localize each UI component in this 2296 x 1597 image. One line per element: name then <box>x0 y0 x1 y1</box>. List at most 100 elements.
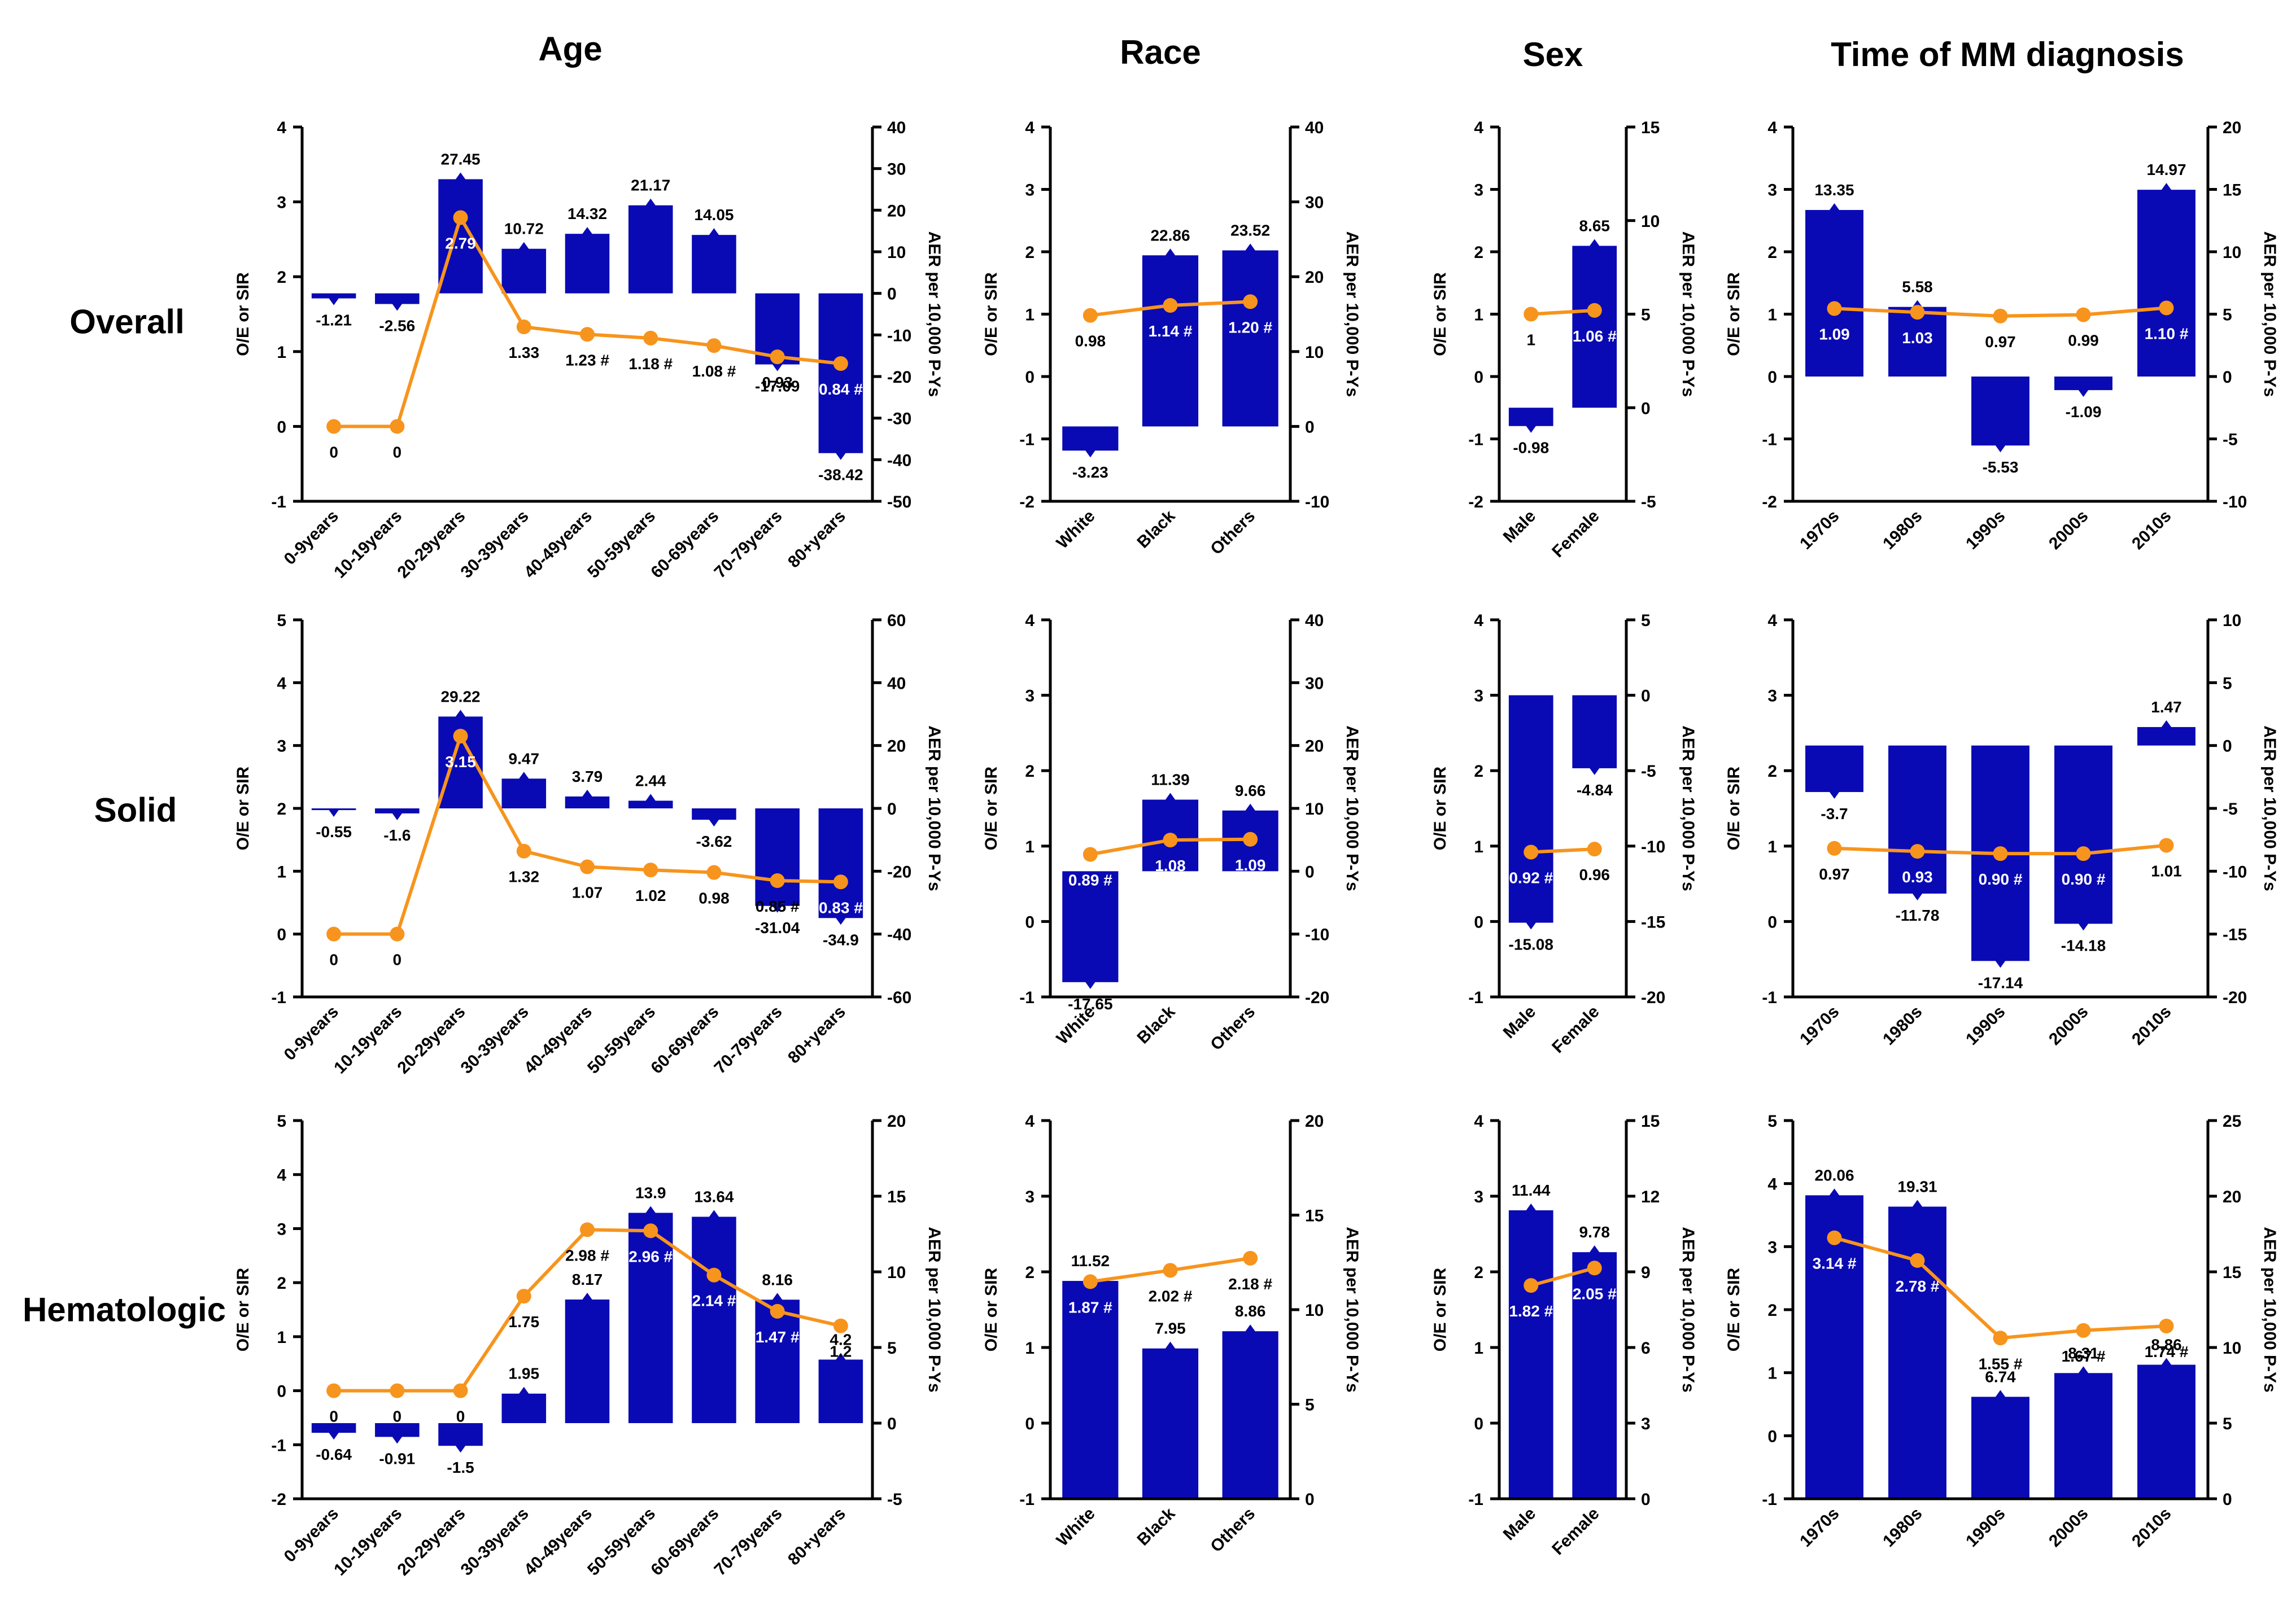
sir-value-label: 0 <box>393 1408 402 1425</box>
sir-value-label: 1.03 <box>1902 329 1933 347</box>
category-label: Others <box>1207 507 1259 559</box>
sir-point-Male <box>1524 307 1539 322</box>
bar-value-label: 8.31 <box>2068 1344 2099 1362</box>
bar-50-59years <box>628 800 673 808</box>
left-tick-label: 3 <box>1025 181 1034 200</box>
bar-error-cap <box>328 1432 340 1440</box>
bar-value-label: 19.31 <box>1897 1178 1937 1195</box>
bar-error-cap <box>1084 981 1096 989</box>
bar-error-cap <box>835 1353 846 1361</box>
right-tick-label: -20 <box>2223 988 2247 1007</box>
left-tick-label: 4 <box>1474 1112 1483 1131</box>
bar-10-19years <box>375 808 420 813</box>
left-tick-label: -2 <box>1762 493 1777 511</box>
bar-error-cap <box>582 1293 593 1301</box>
left-tick-label: -1 <box>1762 988 1777 1007</box>
bar-error-cap <box>1525 425 1537 433</box>
left-tick-label: -1 <box>1762 1490 1777 1509</box>
bar-10-19years <box>375 1423 420 1437</box>
y2-axis-title: AER per 10,000 P-Ys <box>2260 231 2279 397</box>
bar-value-label: 14.97 <box>2146 161 2186 178</box>
sir-value-label: 0.93 <box>762 374 793 391</box>
sir-point-1980s <box>1910 1253 1925 1268</box>
bar-1970s <box>1805 1195 1863 1499</box>
bar-error-cap <box>455 710 466 718</box>
left-tick-label: 4 <box>1025 1112 1034 1131</box>
bar-value-label: -31.04 <box>755 919 800 937</box>
sir-point-White <box>1082 308 1098 323</box>
left-tick-label: 1 <box>1474 838 1483 856</box>
bar-50-59years <box>628 205 673 294</box>
category-label: 80+years <box>784 1504 849 1569</box>
right-tick-label: 0 <box>1641 399 1651 418</box>
sir-value-label: 0.90 # <box>2062 870 2106 888</box>
bar-value-label: -0.98 <box>1513 439 1549 457</box>
left-tick-label: 4 <box>1767 119 1777 137</box>
sir-value-label: 1.2 <box>830 1343 852 1360</box>
left-tick-label: 4 <box>1474 611 1483 630</box>
sir-value-label: 0 <box>329 443 338 461</box>
bar-value-label: -15.08 <box>1509 936 1553 953</box>
right-tick-label: 0 <box>887 800 897 819</box>
bar-error-cap <box>1164 248 1176 257</box>
left-tick-label: -2 <box>1019 493 1034 511</box>
sir-value-label: 1.06 # <box>1573 327 1617 345</box>
bar-value-label: 1.95 <box>509 1365 540 1382</box>
left-tick-label: 4 <box>277 119 286 137</box>
category-label: 2010s <box>2128 1504 2175 1551</box>
sir-point-1990s <box>1993 1331 2008 1346</box>
bar-White <box>1062 426 1119 451</box>
right-tick-label: 20 <box>887 1112 906 1131</box>
right-tick-label: 5 <box>1641 611 1651 630</box>
category-label: 1990s <box>1962 1003 2009 1049</box>
bar-value-label: -3.7 <box>1821 805 1848 822</box>
sir-point-Others <box>1243 1250 1258 1266</box>
bar-60-69years <box>692 1217 736 1423</box>
category-label: 70-79years <box>711 1504 786 1580</box>
sir-value-label: 2.02 # <box>1149 1287 1193 1305</box>
row-title-solid: Solid <box>94 791 177 829</box>
bar-value-label: 14.05 <box>694 206 734 224</box>
bar-error-cap <box>708 819 720 827</box>
bar-error-cap <box>1828 791 1840 799</box>
bar-error-cap <box>2160 183 2172 191</box>
bar-value-label: 11.39 <box>1151 771 1190 789</box>
sir-point-2010s <box>2159 300 2174 316</box>
left-tick-label: 0 <box>1025 1415 1034 1433</box>
sir-value-label: 0.84 # <box>819 380 863 398</box>
y2-axis-title: AER per 10,000 P-Ys <box>925 1227 944 1392</box>
left-tick-label: 3 <box>1474 1188 1483 1206</box>
sir-point-40-49years <box>580 1222 595 1237</box>
y-axis-title: O/E or SIR <box>1431 1267 1450 1351</box>
left-tick-label: 2 <box>1025 762 1034 781</box>
bar-error-cap <box>1245 243 1256 252</box>
category-label: Female <box>1548 507 1603 561</box>
bar-value-label: 27.45 <box>441 150 481 168</box>
bar-value-label: -17.65 <box>1068 995 1112 1013</box>
right-tick-label: -10 <box>1641 838 1665 856</box>
bar-value-label: -0.55 <box>316 823 352 841</box>
sir-point-20-29years <box>453 1383 468 1398</box>
left-tick-label: -1 <box>271 1436 286 1455</box>
right-tick-label: 30 <box>1305 674 1324 693</box>
sir-point-50-59years <box>643 1223 658 1239</box>
bar-error-cap <box>1911 892 1923 900</box>
right-tick-label: -5 <box>887 1490 902 1509</box>
sir-value-label: 3.14 # <box>1813 1255 1857 1272</box>
bar-error-cap <box>1911 1200 1923 1208</box>
right-tick-label: -5 <box>1641 493 1656 511</box>
bar-value-label: -0.91 <box>379 1450 415 1467</box>
bar-value-label: 9.47 <box>509 750 540 767</box>
bar-20-29years <box>438 179 483 294</box>
bar-error-cap <box>1994 444 2006 453</box>
sir-line <box>1530 1266 1595 1288</box>
sir-value-label: 1.09 <box>1819 326 1850 343</box>
right-tick-label: -20 <box>887 863 911 881</box>
left-tick-label: 1 <box>1025 1339 1034 1358</box>
right-tick-label: -10 <box>1305 493 1329 511</box>
sir-value-label: 1.82 # <box>1509 1302 1553 1320</box>
category-label: Female <box>1548 1504 1603 1559</box>
bar-value-label: -14.18 <box>2061 937 2106 954</box>
category-label: Black <box>1134 1504 1179 1549</box>
sir-value-label: 1 <box>1526 331 1535 349</box>
